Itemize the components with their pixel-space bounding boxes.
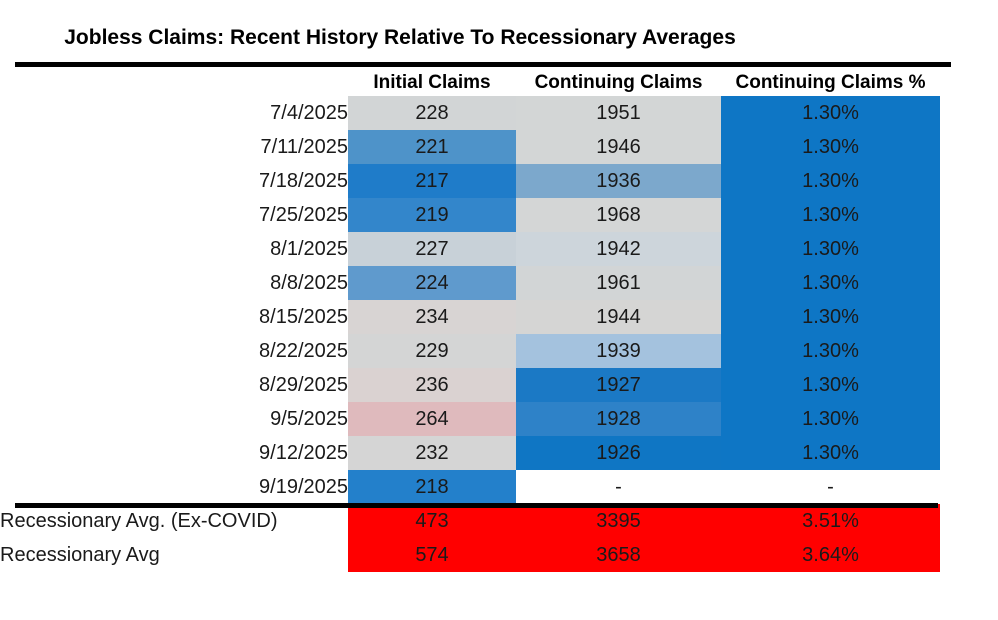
initial-claims-cell: 227 — [348, 232, 516, 266]
continuing-claims-pct-cell: 1.30% — [721, 368, 940, 402]
table-row: 7/18/2025 217 1936 1.30% — [0, 164, 940, 198]
continuing-claims-pct-cell: 1.30% — [721, 300, 940, 334]
date-cell: 7/25/2025 — [259, 203, 348, 226]
initial-claims-cell: 236 — [348, 368, 516, 402]
continuing-claims-pct-cell: 1.30% — [721, 232, 940, 266]
continuing-claims-pct-cell: 1.30% — [721, 436, 940, 470]
table-row: 9/12/2025 232 1926 1.30% — [0, 436, 940, 470]
date-cell: 9/12/2025 — [259, 441, 348, 464]
continuing-claims-cell: 1946 — [516, 130, 721, 164]
continuing-claims-cell: 1944 — [516, 300, 721, 334]
summary-separator-rule — [15, 503, 938, 508]
initial-claims-cell: 218 — [348, 470, 516, 504]
initial-claims-cell: 232 — [348, 436, 516, 470]
table-row: 9/5/2025 264 1928 1.30% — [0, 402, 940, 436]
continuing-claims-cell: 1939 — [516, 334, 721, 368]
initial-claims-cell: 219 — [348, 198, 516, 232]
summary-row: Recessionary Avg 574 3658 3.64% — [0, 538, 940, 572]
summary-row: Recessionary Avg. (Ex-COVID) 473 3395 3.51% — [0, 504, 940, 538]
continuing-claims-cell: 1961 — [516, 266, 721, 300]
table-row: 7/11/2025 221 1946 1.30% — [0, 130, 940, 164]
continuing-claims-cell: 1928 — [516, 402, 721, 436]
page-title: Jobless Claims: Recent History Relative … — [64, 26, 736, 49]
initial-claims-cell: 229 — [348, 334, 516, 368]
initial-claims-cell: 574 — [348, 538, 516, 572]
continuing-claims-cell: 1951 — [516, 96, 721, 130]
continuing-claims-cell: 3395 — [516, 504, 721, 538]
continuing-claims-pct-cell: 3.64% — [721, 538, 940, 572]
date-column-header — [0, 70, 348, 96]
initial-claims-cell: 473 — [348, 504, 516, 538]
table-row: 8/1/2025 227 1942 1.30% — [0, 232, 940, 266]
continuing-claims-cell: 1927 — [516, 368, 721, 402]
table-row: 9/19/2025 218- - — [0, 470, 940, 504]
continuing-claims-cell: 3658 — [516, 538, 721, 572]
title-underline-rule — [15, 62, 951, 67]
initial-claims-cell: 234 — [348, 300, 516, 334]
initial-claims-header: Initial Claims — [373, 72, 491, 93]
continuing-claims-pct-cell: 1.30% — [721, 164, 940, 198]
continuing-claims-pct-cell: 1.30% — [721, 96, 940, 130]
continuing-claims-pct-header: Continuing Claims % — [735, 72, 926, 93]
date-cell: 7/4/2025 — [270, 101, 348, 124]
continuing-claims-cell: 1926 — [516, 436, 721, 470]
initial-claims-cell: 264 — [348, 402, 516, 436]
initial-claims-cell: 221 — [348, 130, 516, 164]
date-cell: 8/22/2025 — [259, 339, 348, 362]
initial-claims-cell: 217 — [348, 164, 516, 198]
jobless-claims-table: Initial Claims Continuing Claims Continu… — [0, 70, 940, 572]
continuing-claims-cell: 1968 — [516, 198, 721, 232]
continuing-claims-pct-cell: 1.30% — [721, 198, 940, 232]
table-row: 8/22/2025 229 1939 1.30% — [0, 334, 940, 368]
continuing-claims-pct-cell: - — [721, 470, 940, 504]
table-row: 8/15/2025 234 1944 1.30% — [0, 300, 940, 334]
date-cell: 9/5/2025 — [270, 407, 348, 430]
continuing-claims-pct-cell: 1.30% — [721, 334, 940, 368]
header-row: Initial Claims Continuing Claims Continu… — [0, 70, 940, 96]
date-cell: 8/15/2025 — [259, 305, 348, 328]
table-row: 7/4/2025 228 1951 1.30% — [0, 96, 940, 130]
date-cell: 7/11/2025 — [260, 135, 349, 158]
continuing-claims-pct-cell: 1.30% — [721, 402, 940, 436]
continuing-claims-cell: - — [516, 470, 721, 504]
initial-claims-cell: 224 — [348, 266, 516, 300]
date-cell: 8/8/2025 — [270, 271, 348, 294]
claims-table-body: 7/4/2025 228 1951 1.30% 7/11/2025 221 1946 1.30… — [0, 96, 940, 572]
date-cell: 7/18/2025 — [259, 169, 348, 192]
date-cell: 8/1/2025 — [270, 237, 348, 260]
summary-label-cell: Recessionary Avg. (Ex-COVID) — [0, 509, 278, 532]
table-row: 8/8/2025 224 1961 1.30% — [0, 266, 940, 300]
continuing-claims-cell: 1936 — [516, 164, 721, 198]
summary-label-cell: Recessionary Avg — [0, 543, 160, 566]
continuing-claims-cell: 1942 — [516, 232, 721, 266]
continuing-claims-pct-cell: 1.30% — [721, 130, 940, 164]
continuing-claims-pct-cell: 1.30% — [721, 266, 940, 300]
table-row: 8/29/2025 236 1927 1.30% — [0, 368, 940, 402]
initial-claims-cell: 228 — [348, 96, 516, 130]
date-cell: 9/19/2025 — [259, 475, 348, 498]
date-cell: 8/29/2025 — [259, 373, 348, 396]
table-row: 7/25/2025 219 1968 1.30% — [0, 198, 940, 232]
continuing-claims-header: Continuing Claims — [534, 72, 703, 93]
continuing-claims-pct-cell: 3.51% — [721, 504, 940, 538]
